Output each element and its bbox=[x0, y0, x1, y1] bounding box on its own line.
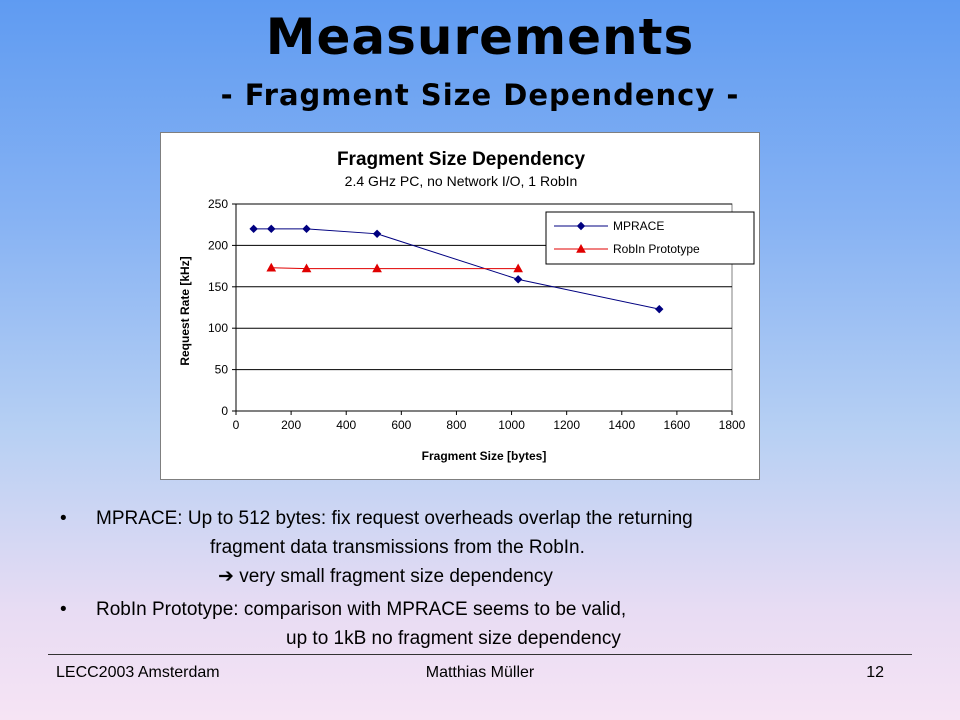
y-tick-label: 250 bbox=[208, 197, 228, 211]
line-chart: Fragment Size Dependency 2.4 GHz PC, no … bbox=[178, 149, 755, 463]
data-point bbox=[513, 263, 524, 273]
legend-marker bbox=[576, 243, 586, 253]
x-tick-label: 0 bbox=[233, 418, 240, 432]
bullet-continuation: fragment data transmissions from the Rob… bbox=[210, 537, 585, 558]
chart-container: Fragment Size Dependency 2.4 GHz PC, no … bbox=[160, 132, 760, 480]
bullet-text: very small fragment size dependency bbox=[239, 566, 553, 587]
data-point bbox=[301, 263, 312, 273]
x-tick-label: 600 bbox=[391, 418, 411, 432]
chart-legend: MPRACE RobIn Prototype bbox=[545, 211, 755, 265]
legend-label: MPRACE bbox=[613, 219, 664, 233]
x-tick-label: 800 bbox=[446, 418, 466, 432]
y-tick-label: 100 bbox=[208, 321, 228, 335]
x-tick-label: 1400 bbox=[608, 418, 635, 432]
legend-marker bbox=[576, 221, 586, 231]
bullet-continuation: ➔ very small fragment size dependency bbox=[60, 562, 940, 591]
x-tick-label: 1800 bbox=[719, 418, 746, 432]
bullet-continuation: up to 1kB no fragment size dependency bbox=[286, 628, 621, 649]
chart-subtitle: 2.4 GHz PC, no Network I/O, 1 RobIn bbox=[345, 173, 578, 189]
data-point bbox=[655, 304, 664, 314]
footer-conference: LECC2003 Amsterdam bbox=[56, 664, 220, 681]
x-tick-label: 400 bbox=[336, 418, 356, 432]
data-point bbox=[267, 224, 276, 234]
x-tick-label: 1600 bbox=[664, 418, 691, 432]
x-axis-label: Fragment Size [bytes] bbox=[422, 449, 547, 463]
data-point bbox=[372, 229, 382, 239]
y-axis-label: Request Rate [kHz] bbox=[178, 256, 192, 365]
series-line-1 bbox=[271, 267, 519, 270]
y-tick-label: 0 bbox=[221, 404, 228, 418]
y-tick-label: 150 bbox=[208, 280, 228, 294]
x-tick-label: 1200 bbox=[553, 418, 580, 432]
data-point bbox=[513, 275, 523, 284]
footer-divider bbox=[48, 654, 912, 655]
bullet-list: • MPRACE: Up to 512 bytes: fix request o… bbox=[60, 504, 940, 653]
chart-title: Fragment Size Dependency bbox=[337, 149, 586, 170]
slide-subtitle: - Fragment Size Dependency - bbox=[220, 78, 740, 112]
bullet-item-robin: • RobIn Prototype: comparison with MPRAC… bbox=[60, 595, 940, 624]
x-tick-label: 200 bbox=[281, 418, 301, 432]
arrow-icon: ➔ bbox=[218, 566, 234, 587]
data-point bbox=[266, 262, 277, 272]
y-tick-label: 50 bbox=[215, 363, 229, 377]
slide-title: Measurements bbox=[265, 8, 695, 66]
bullet-text: RobIn Prototype: comparison with MPRACE … bbox=[96, 599, 627, 620]
bullet-item-mprace: • MPRACE: Up to 512 bytes: fix request o… bbox=[60, 504, 940, 533]
y-tick-label: 200 bbox=[208, 238, 228, 252]
legend-box bbox=[545, 211, 755, 265]
bullet-dot: • bbox=[60, 599, 67, 620]
data-point bbox=[249, 224, 258, 234]
bullet-dot: • bbox=[60, 508, 67, 529]
data-point bbox=[372, 263, 382, 273]
bullet-text: MPRACE: Up to 512 bytes: fix request ove… bbox=[96, 508, 693, 529]
data-point bbox=[302, 224, 311, 234]
legend-label: RobIn Prototype bbox=[613, 242, 700, 256]
footer-author: Matthias Müller bbox=[425, 664, 535, 681]
x-tick-label: 1000 bbox=[498, 418, 525, 432]
page-number: 12 bbox=[866, 664, 884, 681]
